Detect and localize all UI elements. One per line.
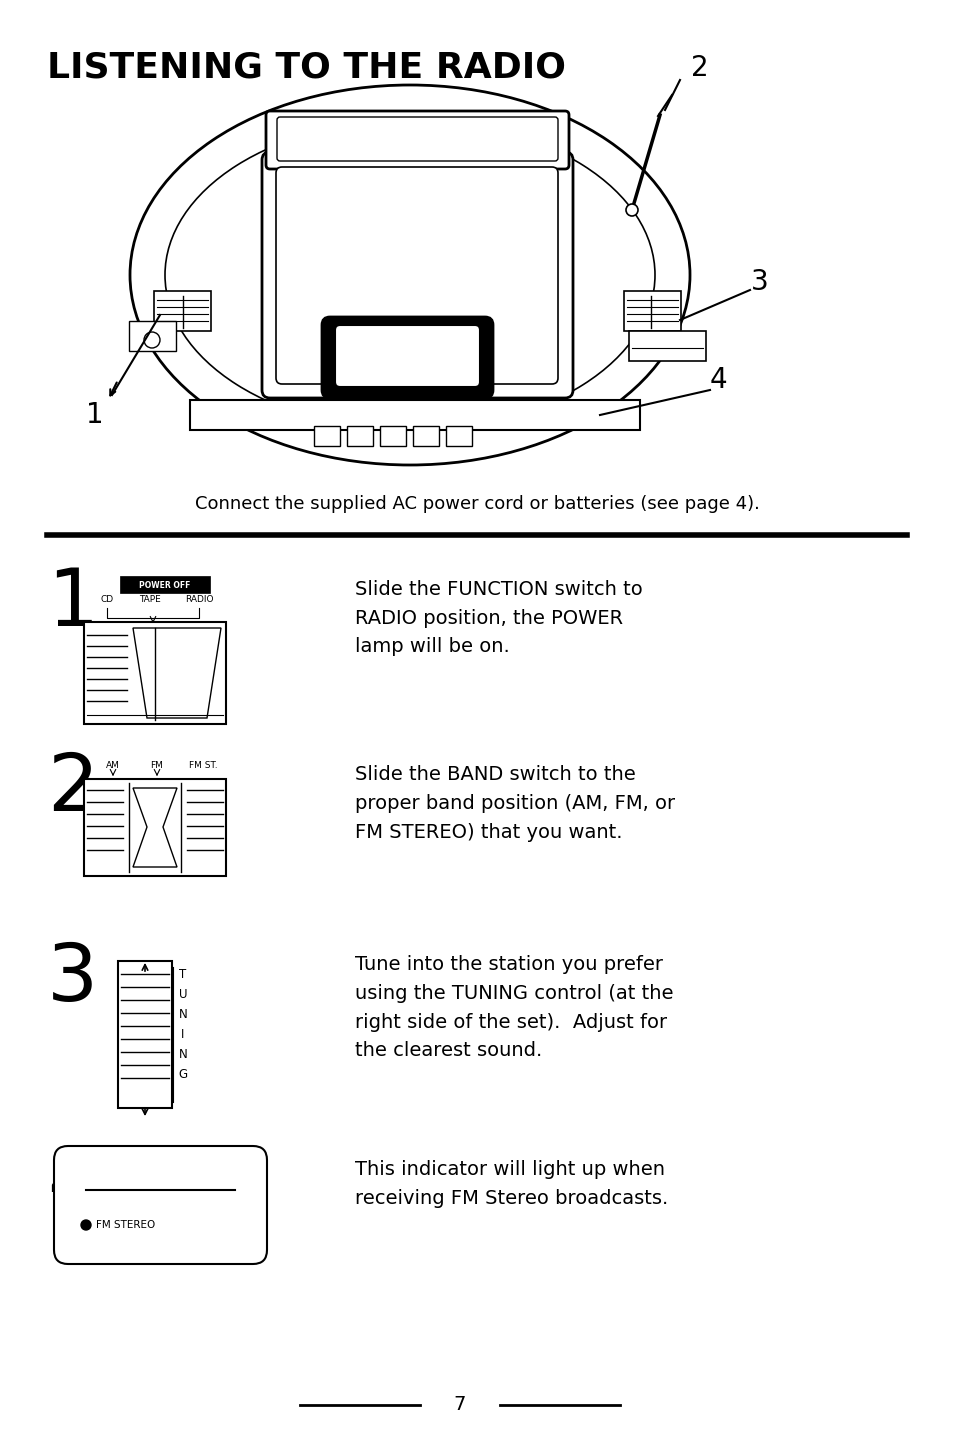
FancyBboxPatch shape <box>623 291 680 331</box>
FancyBboxPatch shape <box>314 426 339 446</box>
FancyBboxPatch shape <box>275 167 558 384</box>
FancyBboxPatch shape <box>54 1146 267 1264</box>
FancyBboxPatch shape <box>413 426 438 446</box>
FancyBboxPatch shape <box>446 426 472 446</box>
Circle shape <box>81 1221 91 1231</box>
Text: Slide the BAND switch to the
proper band position (AM, FM, or
FM STEREO) that yo: Slide the BAND switch to the proper band… <box>355 764 675 841</box>
Text: TAPE: TAPE <box>139 596 161 604</box>
Ellipse shape <box>165 121 655 430</box>
FancyBboxPatch shape <box>347 426 373 446</box>
Text: Tune into the station you prefer
using the TUNING control (at the
right side of : Tune into the station you prefer using t… <box>355 955 673 1061</box>
Polygon shape <box>132 628 221 718</box>
Text: G: G <box>178 1068 188 1081</box>
FancyBboxPatch shape <box>322 317 493 398</box>
Text: FM STEREO: FM STEREO <box>96 1221 155 1231</box>
FancyBboxPatch shape <box>628 331 705 360</box>
Text: FM: FM <box>151 760 163 770</box>
FancyBboxPatch shape <box>153 291 211 331</box>
Ellipse shape <box>130 84 689 465</box>
Text: T: T <box>179 968 187 981</box>
Text: RADIO: RADIO <box>185 596 213 604</box>
Text: FM ST.: FM ST. <box>189 760 217 770</box>
FancyBboxPatch shape <box>262 153 573 398</box>
Text: Slide the FUNCTION switch to
RADIO position, the POWER
lamp will be on.: Slide the FUNCTION switch to RADIO posit… <box>355 580 642 657</box>
Text: LISTENING TO THE RADIO: LISTENING TO THE RADIO <box>47 49 565 84</box>
Text: 1: 1 <box>47 565 98 644</box>
Text: I: I <box>181 1027 185 1040</box>
Text: 4: 4 <box>47 1145 98 1223</box>
Polygon shape <box>132 788 177 867</box>
FancyBboxPatch shape <box>266 110 568 169</box>
Text: AM: AM <box>106 760 120 770</box>
Text: CD: CD <box>100 596 113 604</box>
Circle shape <box>625 203 638 216</box>
Circle shape <box>144 331 160 349</box>
Text: 4: 4 <box>708 366 726 394</box>
Text: 2: 2 <box>47 750 98 828</box>
Text: U: U <box>178 988 187 1001</box>
Text: This indicator will light up when
receiving FM Stereo broadcasts.: This indicator will light up when receiv… <box>355 1159 667 1207</box>
Text: POWER OFF: POWER OFF <box>139 581 191 590</box>
Text: 3: 3 <box>47 940 98 1019</box>
Text: 1: 1 <box>86 401 104 429</box>
FancyBboxPatch shape <box>379 426 406 446</box>
FancyBboxPatch shape <box>190 400 639 430</box>
FancyBboxPatch shape <box>276 118 558 161</box>
Text: N: N <box>178 1048 187 1061</box>
FancyBboxPatch shape <box>129 321 175 352</box>
FancyBboxPatch shape <box>120 575 210 593</box>
Text: N: N <box>178 1007 187 1020</box>
FancyBboxPatch shape <box>118 960 172 1109</box>
FancyBboxPatch shape <box>84 779 226 876</box>
FancyBboxPatch shape <box>335 325 479 386</box>
Text: Connect the supplied AC power cord or batteries (see page 4).: Connect the supplied AC power cord or ba… <box>194 495 759 513</box>
FancyBboxPatch shape <box>84 622 226 724</box>
Text: 3: 3 <box>750 267 768 296</box>
Text: 2: 2 <box>691 54 708 81</box>
Text: 7: 7 <box>454 1395 466 1415</box>
